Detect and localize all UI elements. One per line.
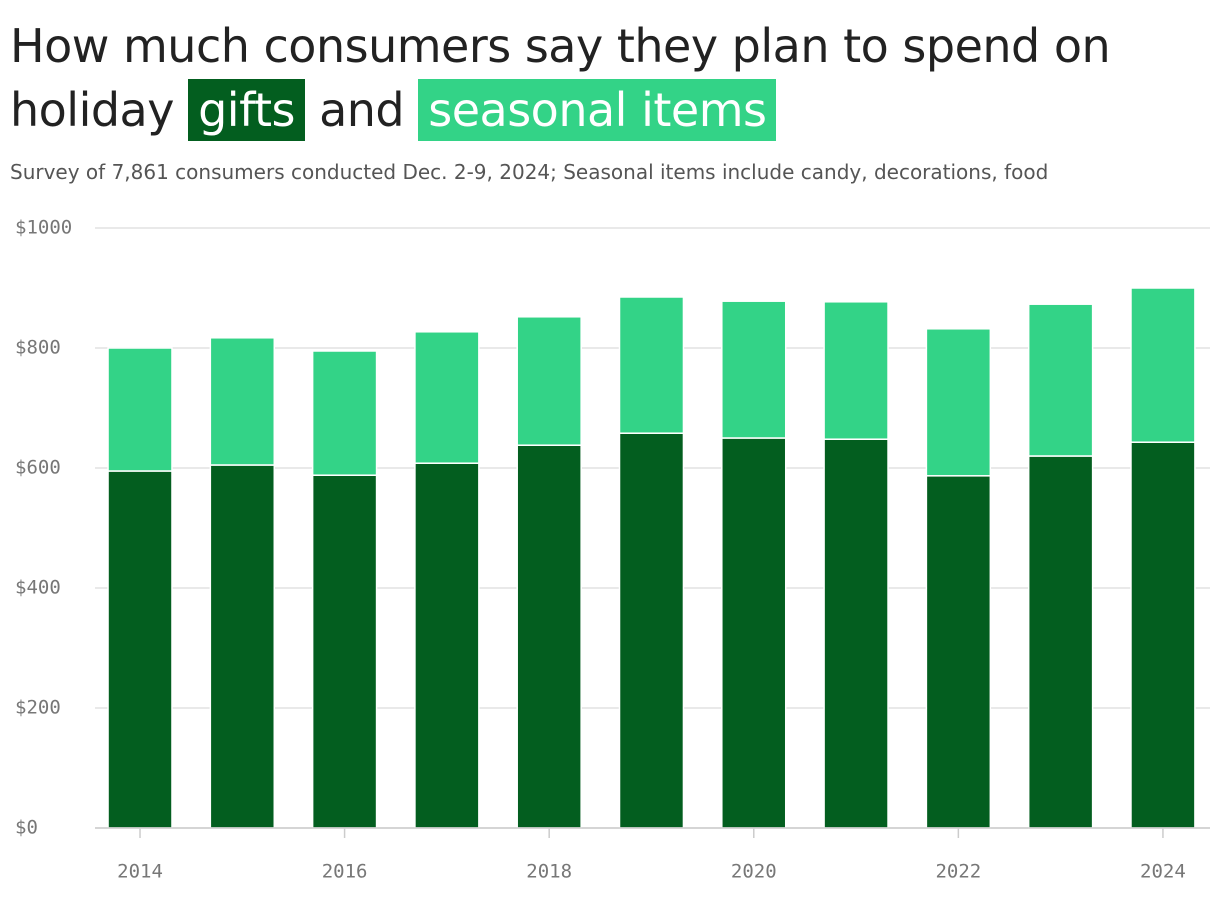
- title-text: How much consumers say they plan to spen…: [10, 19, 1111, 137]
- bar-segment: [823, 301, 889, 440]
- bar-segment: [823, 438, 889, 829]
- bar-segment: [107, 347, 173, 472]
- bar-segment: [1027, 455, 1094, 829]
- title-text: and: [319, 83, 405, 137]
- y-tick-label: $0: [15, 817, 38, 839]
- bar-segment: [1130, 441, 1196, 829]
- y-tick-label: $1000: [15, 217, 72, 239]
- bar-segment: [209, 464, 276, 829]
- bar-segment: [516, 444, 582, 829]
- x-tick-label: 2020: [731, 861, 777, 883]
- x-tick-label: 2016: [322, 861, 368, 883]
- y-tick-label: $600: [15, 457, 61, 479]
- bar-segment: [1130, 287, 1196, 443]
- y-tick-label: $400: [15, 577, 61, 599]
- bar-segment: [721, 300, 787, 439]
- bar-segment: [311, 474, 378, 829]
- bar-segment: [311, 350, 378, 476]
- bar-segment: [925, 475, 992, 829]
- bar-segment: [925, 328, 992, 477]
- chart-subtitle: Survey of 7,861 consumers conducted Dec.…: [10, 160, 1049, 184]
- bar-segment: [414, 331, 480, 464]
- bar-segment: [618, 432, 685, 829]
- bar-segment: [618, 296, 685, 434]
- x-tick-label: 2022: [935, 861, 981, 883]
- y-tick-label: $200: [15, 697, 61, 719]
- bar-segment: [209, 337, 276, 466]
- x-tick-label: 2024: [1140, 861, 1186, 883]
- bar-segment: [414, 462, 480, 829]
- legend-entry: seasonal items: [418, 79, 777, 141]
- header: How much consumers say they plan to spen…: [10, 14, 1210, 184]
- y-tick-label: $800: [15, 337, 61, 359]
- bar-segment: [721, 437, 787, 829]
- legend-entry: gifts: [188, 79, 305, 141]
- bar-segment: [1027, 303, 1094, 457]
- x-tick-label: 2014: [117, 861, 163, 883]
- x-tick-label: 2018: [526, 861, 572, 883]
- bar-segment: [516, 316, 582, 446]
- chart-title: How much consumers say they plan to spen…: [10, 14, 1210, 142]
- bar-segment: [107, 470, 173, 829]
